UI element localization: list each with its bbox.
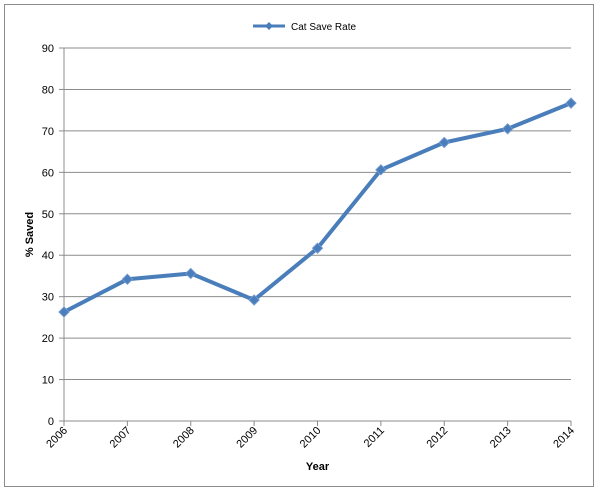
data-point (248, 294, 260, 306)
x-tick-label: 2007 (108, 425, 134, 451)
data-point (121, 273, 134, 285)
axes (59, 47, 572, 426)
data-point (501, 123, 514, 135)
series-line (62, 101, 573, 315)
data-point (438, 136, 450, 149)
y-tick-label: 0 (48, 416, 54, 428)
y-tick-label: 50 (42, 209, 54, 221)
x-tick-label: 2014 (551, 425, 577, 451)
x-axis-title: Year (306, 461, 330, 473)
y-tick-label: 40 (42, 250, 54, 262)
data-point (185, 267, 197, 280)
y-tick-labels: 0 10 20 30 40 50 60 70 80 90 (42, 43, 54, 428)
y-tick-label: 60 (42, 167, 54, 179)
legend-marker-swatch (265, 22, 273, 30)
x-tick-label: 2013 (488, 425, 514, 451)
y-tick-label: 80 (42, 84, 54, 96)
series-layer (58, 97, 577, 318)
legend-label: Cat Save Rate (291, 22, 356, 33)
x-tick-label: 2009 (234, 425, 260, 451)
x-tick-label: 2012 (425, 425, 451, 451)
x-tick-label: 2008 (171, 425, 197, 451)
data-point (375, 164, 387, 176)
data-point (565, 97, 577, 109)
y-tick-label: 30 (42, 292, 54, 304)
y-tick-label: 10 (42, 375, 54, 387)
x-tick-labels: 2006 2007 2008 2009 2010 2011 2012 2013 2014 (44, 425, 577, 451)
data-point (311, 242, 324, 254)
y-axis-title: % Saved (24, 212, 36, 257)
gridlines (64, 47, 571, 381)
legend: Cat Save Rate (253, 22, 356, 33)
data-point (58, 306, 70, 318)
x-tick-label: 2011 (362, 425, 387, 450)
x-tick-label: 2010 (298, 425, 324, 451)
x-tick-label: 2006 (44, 425, 70, 451)
y-tick-label: 90 (42, 43, 54, 55)
chart-frame (4, 4, 594, 487)
y-tick-label: 20 (42, 333, 54, 345)
y-tick-label: 70 (42, 126, 54, 138)
